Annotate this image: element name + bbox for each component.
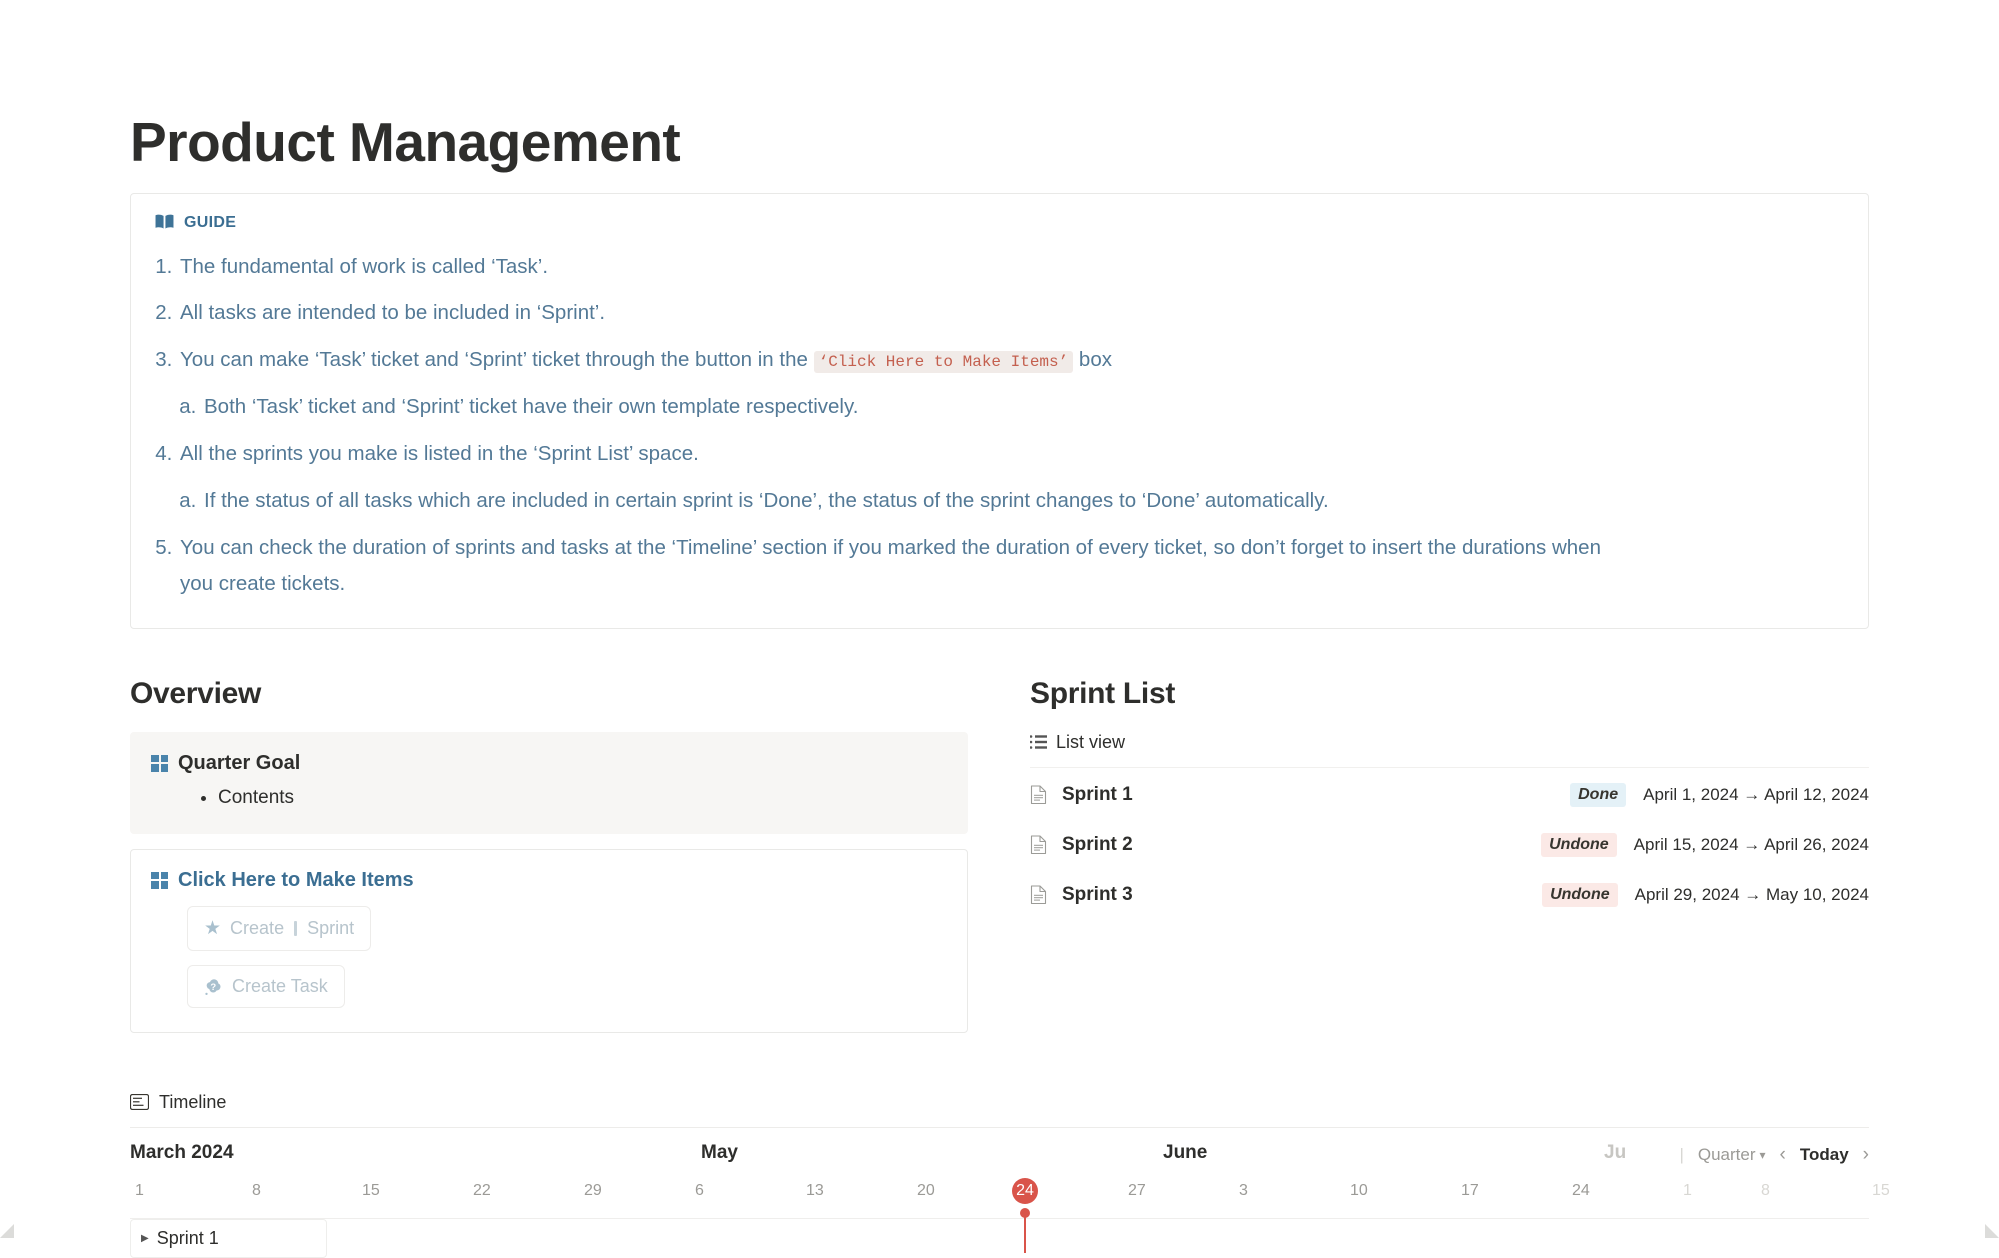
- svg-text:?: ?: [210, 982, 216, 993]
